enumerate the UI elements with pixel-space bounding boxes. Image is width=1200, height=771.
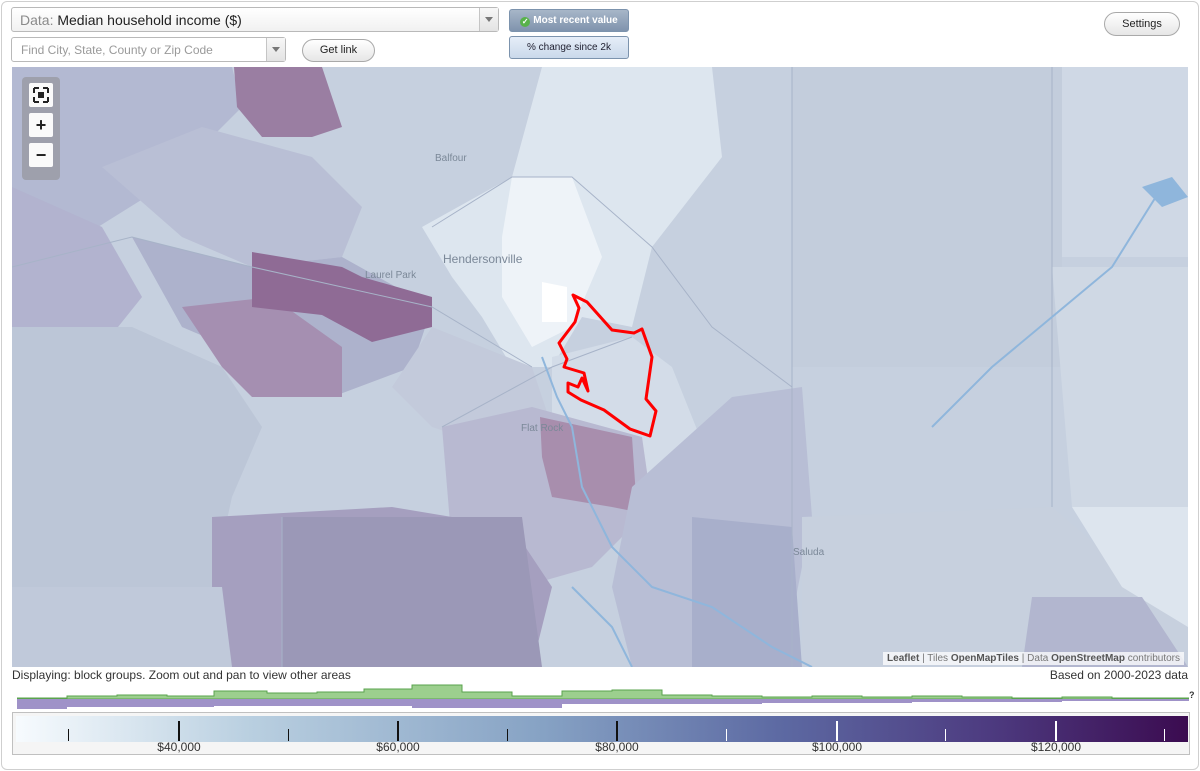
region-southeast-2 (692, 517, 802, 667)
legend-label: $120,000 (1030, 740, 1082, 754)
legend-gradient (16, 716, 1188, 742)
location-search-input[interactable] (12, 38, 264, 61)
selected-area-outline[interactable] (557, 293, 658, 438)
get-link-button[interactable]: Get link (302, 39, 375, 62)
histogram-unknown-mark: ? (1189, 690, 1195, 700)
attribution-data-prefix: Data (1027, 653, 1049, 664)
color-legend: $40,000 $60,000 $80,000 $100,000 $120,00… (12, 712, 1190, 755)
place-label-flat-rock: Flat Rock (521, 423, 564, 434)
zoom-controls: + − (22, 77, 60, 180)
region-east (792, 67, 1062, 367)
zoom-in-button[interactable]: + (29, 113, 53, 137)
chevron-down-icon (485, 17, 493, 22)
legend-tick-major (397, 721, 399, 741)
place-label-balfour: Balfour (435, 153, 467, 164)
distribution-histogram (17, 684, 1189, 709)
legend-label: $40,000 (157, 740, 201, 754)
check-icon: ✓ (520, 17, 531, 27)
region-laurel-park-high (252, 252, 432, 342)
legend-label: $80,000 (595, 740, 639, 754)
legend-tick-minor (945, 729, 946, 741)
search-dropdown-button[interactable] (266, 38, 285, 61)
data-select-value: Median household income ($) (57, 12, 242, 28)
legend-tick-minor (1164, 729, 1165, 741)
attribution-sep-2: | (1021, 653, 1025, 664)
legend-label: $60,000 (376, 740, 420, 754)
attribution-tiles-prefix: Tiles (927, 653, 949, 664)
legend-tick-minor (68, 729, 69, 741)
region-bottom-east (1022, 597, 1188, 667)
data-select-prefix: Data: (20, 12, 54, 28)
attribution-suffix: contributors (1127, 653, 1180, 664)
map-canvas[interactable] (12, 67, 1188, 667)
lake (1142, 177, 1188, 207)
data-range-text: Based on 2000-2023 data (1049, 668, 1188, 682)
region-center-light (542, 282, 567, 322)
legend-tick-major (1055, 721, 1057, 741)
displaying-text: Displaying: block groups. Zoom out and p… (12, 668, 351, 682)
region-west (12, 187, 142, 347)
region-far-southeast (1072, 507, 1188, 627)
legend-label: $100,000 (811, 740, 863, 754)
data-dropdown-button[interactable] (479, 8, 498, 31)
legend-tick-major (836, 721, 838, 741)
region-far-east (1052, 267, 1188, 507)
histogram-area-bars (17, 699, 1189, 709)
region-south-high-2 (282, 517, 542, 667)
rivers (541, 186, 1163, 667)
location-search[interactable] (11, 37, 286, 62)
region-ne (1052, 67, 1188, 257)
settings-button[interactable]: Settings (1104, 12, 1180, 36)
region-north-high (234, 67, 342, 137)
percent-change-toggle[interactable]: % change since 2k (509, 36, 629, 59)
place-label-saluda: Saluda (793, 547, 825, 558)
fullscreen-icon (33, 87, 49, 103)
region-southwest-1 (12, 327, 262, 587)
fullscreen-button[interactable] (29, 83, 53, 107)
choropleth-map[interactable]: Balfour Hendersonville Laurel Park Flat … (12, 67, 1188, 667)
openmaptiles-link[interactable]: OpenMapTiles (950, 653, 1019, 664)
chevron-down-icon (272, 47, 280, 52)
legend-tick-major (616, 721, 618, 741)
data-select[interactable]: Data: Median household income ($) (11, 7, 499, 32)
histogram-region-bars (17, 684, 1189, 700)
legend-tick-major (178, 721, 180, 741)
leaflet-link[interactable]: Leaflet (887, 653, 920, 664)
region-bottom-west (12, 587, 232, 667)
openstreetmap-link[interactable]: OpenStreetMap (1051, 653, 1125, 664)
zoom-out-button[interactable]: − (29, 143, 53, 167)
percent-change-label: % change since 2k (527, 42, 611, 53)
place-label-laurel-park: Laurel Park (365, 270, 417, 281)
most-recent-toggle[interactable]: ✓ Most recent value (509, 9, 629, 32)
map-boundaries (12, 67, 1053, 667)
legend-tick-minor (288, 729, 289, 741)
attribution-sep-1: | (922, 653, 925, 664)
region-laurel-high (182, 297, 342, 397)
data-select-text: Data: Median household income ($) (20, 12, 242, 28)
most-recent-label: Most recent value (533, 15, 618, 26)
legend-tick-minor (507, 729, 508, 741)
map-attribution: Leaflet | Tiles OpenMapTiles | Data Open… (883, 652, 1184, 665)
region-nw-2 (102, 127, 362, 267)
region-flat-rock-high (540, 417, 637, 512)
place-label-hendersonville: Hendersonville (443, 252, 523, 266)
legend-tick-minor (726, 729, 727, 741)
